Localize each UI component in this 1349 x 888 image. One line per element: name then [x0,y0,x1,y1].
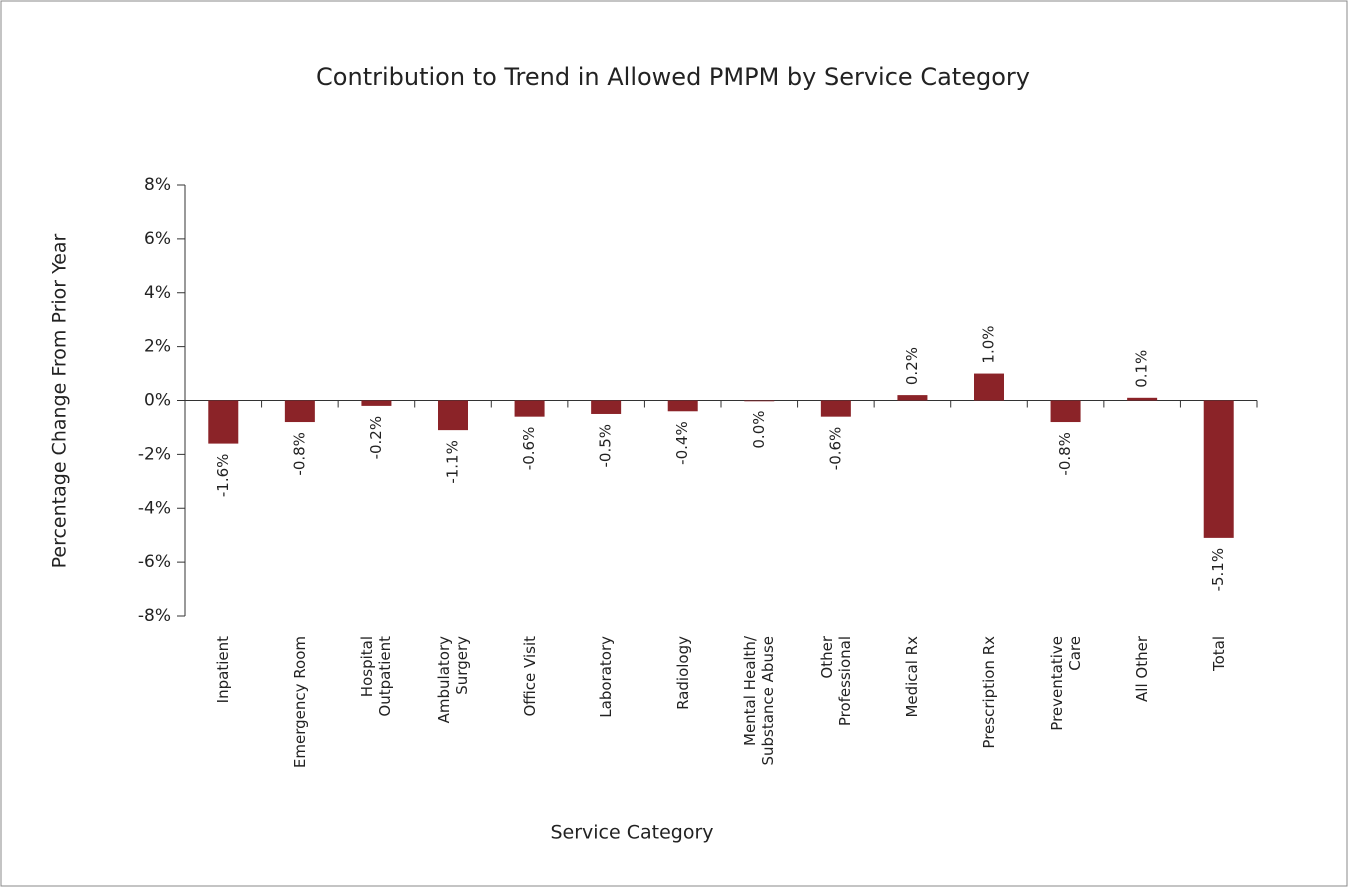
x-tick-label: All Other [1133,636,1152,702]
y-tick-label: 4% [144,283,171,303]
x-tick-label: Total [1209,636,1228,672]
x-tick-label: Other Professional [817,636,854,727]
bar [1203,400,1234,538]
bar [897,395,928,401]
value-label: -0.8% [290,432,308,476]
value-label: 0.1% [1133,350,1151,388]
x-tick-label: Radiology [673,636,692,710]
y-tick-label: -8% [138,606,171,626]
y-tick-label: 2% [144,337,171,357]
y-tick-label: 6% [144,229,171,249]
value-label: -5.1% [1209,548,1227,592]
value-label: 0.0% [750,411,768,449]
x-tick-label: Laboratory [597,636,616,718]
bar [284,400,315,423]
value-label: -0.5% [597,424,615,468]
x-tick-label: Hospital Outpatient [358,636,395,717]
y-tick-label: 8% [144,175,171,195]
y-tick-label: -2% [138,444,171,464]
bar [1127,397,1158,401]
bar [591,400,622,414]
bar [1050,400,1081,423]
value-label: -1.1% [444,440,462,484]
x-tick-label: Mental Health/ Substance Abuse [741,636,778,766]
value-label: 0.2% [903,347,921,385]
y-axis-label: Percentage Change From Prior Year [49,233,71,568]
value-label: -0.6% [826,427,844,471]
value-label: -0.4% [673,421,691,465]
bar [820,400,851,417]
y-tick-label: -6% [138,552,171,572]
bar [744,400,775,402]
value-label: -0.2% [367,416,385,460]
x-tick-label: Emergency Room [290,636,309,769]
bar [974,373,1004,401]
chart-title: Contribution to Trend in Allowed PMPM by… [316,63,1030,91]
x-tick-label: Ambulatory Surgery [435,636,471,724]
value-label: -0.6% [520,427,538,471]
x-tick-label: Medical Rx [903,636,922,718]
x-tick-label: Office Visit [520,636,539,717]
y-tick-label: 0% [144,391,171,411]
value-label: -1.6% [214,454,232,498]
value-label: -0.8% [1056,432,1074,476]
x-tick-label: Preventative Care [1047,636,1084,731]
bar [208,400,239,444]
bar [514,400,545,417]
x-tick-label: Prescription Rx [980,636,998,749]
bar [361,400,392,406]
bar [438,400,468,431]
x-tick-label: Inpatient [214,636,233,704]
x-axis-label: Service Category [550,822,713,844]
bar [667,400,698,412]
y-tick-label: -4% [138,498,171,518]
value-label: 1.0% [980,325,998,363]
